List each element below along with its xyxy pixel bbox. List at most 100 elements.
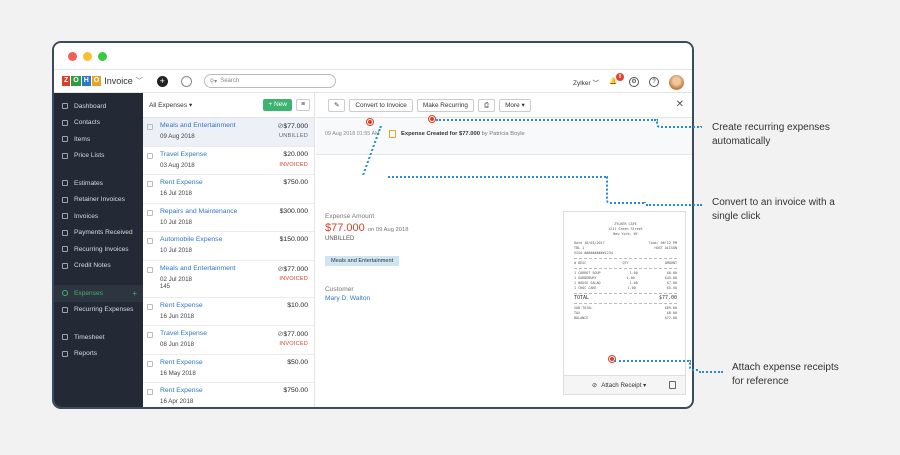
expense-title[interactable]: Repairs and Maintenance [160, 207, 238, 215]
receipt-line: 1.00 [629, 271, 638, 275]
sidebar-item-reports[interactable]: Reports [54, 346, 143, 363]
row-checkbox[interactable] [147, 266, 153, 273]
quick-create-plus-icon[interactable]: + [156, 75, 168, 87]
expense-title[interactable]: Meals and Entertainment [160, 122, 236, 129]
expense-title[interactable]: Automobile Expense [160, 236, 223, 243]
sidebar-item-payments-received[interactable]: Payments Received [54, 225, 143, 242]
close-icon[interactable]: ✕ [675, 99, 684, 110]
row-checkbox[interactable] [147, 303, 153, 310]
invoice-icon [62, 213, 68, 220]
table-row[interactable]: Rent Expense 16 May 2018 $50.00 [143, 355, 314, 383]
table-row[interactable]: Automobile Expense 10 Jul 2018 $150.000 [143, 232, 314, 261]
status-badge: INVOICED [279, 275, 308, 282]
expense-amount: $300.000 [279, 207, 308, 215]
sidebar-item-estimates[interactable]: Estimates [54, 175, 143, 192]
organization-switcher[interactable]: Zylker ﹀ [572, 80, 599, 87]
expense-amount: $20.000 [283, 150, 308, 158]
credit-note-icon [62, 262, 68, 269]
close-window-dot[interactable] [68, 51, 77, 61]
sidebar-item-recurring-invoices[interactable]: Recurring Invoices [54, 241, 143, 258]
table-row[interactable]: Rent Expense 16 Jul 2018 $750.00 [143, 175, 314, 204]
callout-line-text: Attach expense receipts [732, 362, 839, 373]
row-checkbox[interactable] [147, 181, 153, 187]
attach-marker [609, 356, 615, 362]
sidebar-item-label: Recurring Invoices [74, 245, 129, 253]
minimize-window-dot[interactable] [83, 51, 92, 61]
row-checkbox[interactable] [147, 238, 153, 244]
payment-icon [62, 229, 68, 236]
receipt-line: 1.00 [627, 286, 636, 290]
avatar[interactable] [669, 74, 684, 90]
sidebar-item-invoices[interactable]: Invoices [54, 208, 143, 225]
row-checkbox[interactable] [147, 152, 153, 159]
amount-date: on 09 Aug 2018 [367, 227, 409, 233]
receipt-line: $5.50 [666, 286, 677, 290]
expense-title[interactable]: Rent Expense [160, 301, 203, 309]
row-checkbox[interactable] [147, 332, 153, 338]
dashboard-icon [62, 103, 68, 110]
receipt-line: HOST ALISON [654, 246, 677, 250]
sidebar-item-price-lists[interactable]: Price Lists [54, 148, 143, 165]
expense-filter-dropdown[interactable]: All Expenses ▾ [149, 102, 193, 109]
expense-title[interactable]: Travel Expense [160, 150, 207, 158]
list-menu-icon[interactable]: ≡ [296, 99, 310, 111]
sidebar-item-credit-notes[interactable]: Credit Notes [54, 258, 143, 275]
new-expense-button[interactable]: + New [263, 99, 292, 111]
add-expense-plus-icon[interactable]: + [132, 288, 137, 298]
receipt-line: Date 10/03/2017 [574, 241, 605, 245]
sidebar-item-label: Timesheet [74, 333, 105, 341]
sidebar-item-timesheet[interactable]: Timesheet [54, 329, 143, 346]
edit-pencil-icon[interactable]: ✎ [328, 98, 346, 112]
chevron-down-icon: ﹀ [135, 78, 143, 85]
logo-letter: H [81, 76, 91, 86]
maximize-window-dot[interactable] [98, 51, 107, 61]
search-icon: ⚲▾ [209, 78, 218, 85]
expense-title[interactable]: Rent Expense [160, 358, 203, 366]
convert-to-invoice-button[interactable]: Convert to Invoice [349, 98, 413, 112]
callout-line [646, 204, 702, 206]
expense-title[interactable]: Rent Expense [160, 179, 203, 186]
status-badge: INVOICED [279, 341, 308, 347]
attach-receipt-dropdown[interactable]: Attach Receipt ▾ [601, 381, 647, 389]
sidebar-item-items[interactable]: Items [54, 131, 143, 148]
callout-line-text: for reference [732, 376, 789, 387]
expense-reference: 145 [160, 283, 171, 290]
expense-title[interactable]: Rent Expense [160, 387, 203, 394]
attachment-clip-icon: ⊘ [277, 123, 284, 130]
expense-title[interactable]: Travel Expense [160, 330, 207, 337]
search-input[interactable]: ⚲▾ Search [203, 74, 336, 88]
bell-icon[interactable]: 🔔 8 [609, 73, 624, 87]
sidebar-item-recurring-expenses[interactable]: Recurring Expenses [54, 302, 143, 319]
row-checkbox[interactable] [147, 124, 153, 130]
receipt-line: AMOUNT [664, 261, 677, 265]
table-row[interactable]: Travel Expense 03 Aug 2018 $20.000 INVOI… [143, 147, 314, 175]
row-checkbox[interactable] [147, 389, 153, 395]
row-checkbox[interactable] [147, 360, 153, 367]
document-icon [389, 130, 396, 138]
recent-history-icon[interactable] [180, 75, 192, 87]
gear-icon[interactable]: ⚙ [629, 77, 639, 87]
row-checkbox[interactable] [147, 209, 153, 216]
expense-amount: $750.00 [283, 179, 308, 186]
help-icon[interactable]: ? [649, 77, 659, 87]
zoho-invoice-logo[interactable]: Z O H O Invoice ﹀ [62, 76, 143, 86]
table-row[interactable]: Rent Expense 16 Jun 2018 $10.00 [143, 298, 314, 326]
table-row[interactable]: Meals and Entertainment 02 Jul 2018 145 … [143, 261, 314, 298]
sidebar-item-dashboard[interactable]: Dashboard [54, 98, 143, 115]
history-message: Expense Created for $77.000 [401, 131, 480, 137]
table-row[interactable]: Rent Expense 16 Apr 2018 $750.00 [143, 383, 314, 407]
print-icon[interactable]: ⎙ [477, 98, 496, 112]
table-row[interactable]: Meals and Entertainment 09 Aug 2018 ⊘$77… [143, 118, 314, 147]
more-dropdown-button[interactable]: More ▾ [499, 98, 531, 112]
sidebar-item-retainer-invoices[interactable]: Retainer Invoices [54, 192, 143, 209]
sidebar-item-expenses[interactable]: Expenses + [54, 285, 143, 302]
make-recurring-button[interactable]: Make Recurring [416, 98, 474, 112]
table-row[interactable]: Repairs and Maintenance 10 Jul 2018 $300… [143, 204, 314, 232]
trash-icon[interactable] [669, 381, 676, 389]
expense-title[interactable]: Meals and Entertainment [160, 264, 236, 272]
callout-attach: Attach expense receipts for reference [732, 361, 839, 389]
customer-link[interactable]: Mary D. Walton [325, 295, 371, 302]
sidebar-item-contacts[interactable]: Contacts [54, 115, 143, 132]
table-row[interactable]: Travel Expense 08 Jun 2018 ⊘$77.000 INVO… [143, 326, 314, 355]
receipt-preview[interactable]: ZYLKER CAFE 1211 Green Street New York, … [563, 211, 686, 395]
